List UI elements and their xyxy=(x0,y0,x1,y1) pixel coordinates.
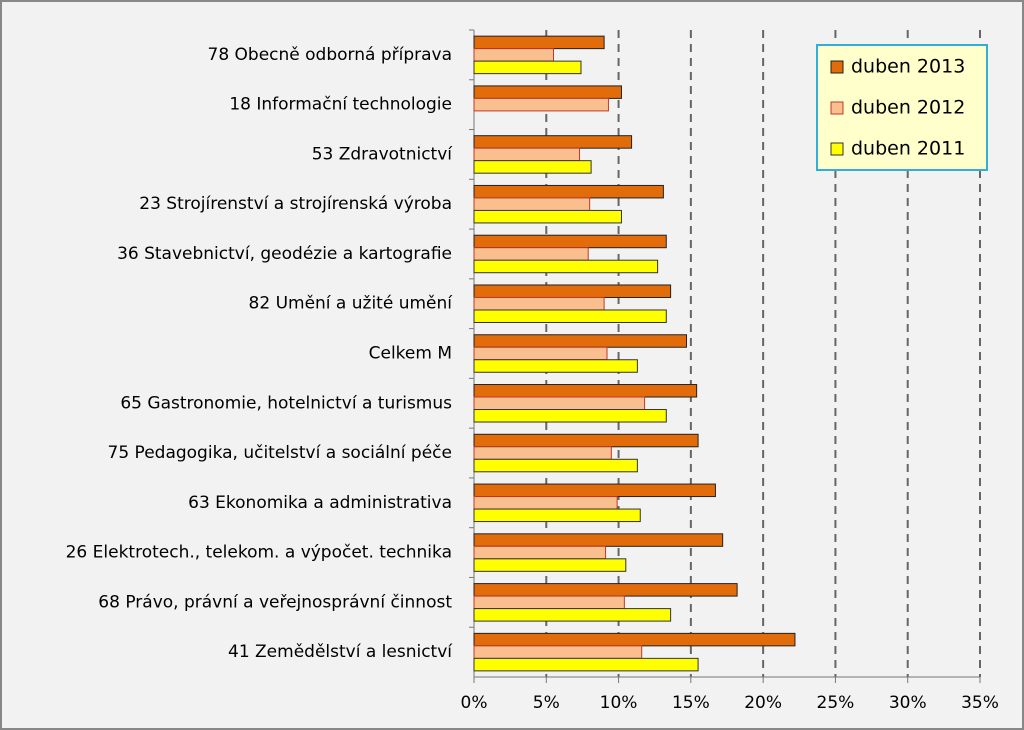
x-tick-label: 35% xyxy=(961,693,999,713)
bar xyxy=(473,359,638,373)
bar xyxy=(473,533,724,547)
bar xyxy=(473,508,641,523)
bar xyxy=(473,545,607,560)
legend-swatch xyxy=(830,101,844,115)
legend-label: duben 2011 xyxy=(851,138,965,160)
bar xyxy=(473,608,672,622)
y-tick-label: 26 Elektrotech., telekom. a výpočet. tec… xyxy=(66,543,452,563)
bar xyxy=(473,595,625,610)
y-tick-label: 65 Gastronomie, hotelnictví a turismus xyxy=(120,393,452,413)
bar xyxy=(473,197,591,211)
bar xyxy=(473,496,618,510)
bar xyxy=(473,234,667,249)
y-tick-label: 63 Ekonomika a administrativa xyxy=(188,493,452,513)
y-tick-label: 41 Zemědělství a lesnictví xyxy=(228,642,453,662)
bar xyxy=(473,558,627,572)
x-tick-label: 10% xyxy=(600,693,638,713)
bar xyxy=(473,346,608,361)
bar xyxy=(473,458,638,473)
bar xyxy=(473,446,612,460)
bar xyxy=(473,48,555,62)
bar xyxy=(473,296,605,311)
y-tick-label: Celkem M xyxy=(369,344,452,364)
bar xyxy=(473,247,589,261)
bar xyxy=(473,160,592,174)
bar xyxy=(473,60,582,75)
bar xyxy=(473,147,581,162)
y-tick-label: 18 Informační technologie xyxy=(229,95,452,115)
bar xyxy=(473,409,667,423)
bar xyxy=(473,209,622,224)
x-tick-label: 0% xyxy=(461,693,488,713)
y-tick-label: 68 Právo, právní a veřejnosprávní činnos… xyxy=(98,592,452,612)
x-tick-label: 15% xyxy=(672,693,710,713)
bar xyxy=(473,97,609,112)
legend-label: duben 2013 xyxy=(851,56,965,78)
bar xyxy=(473,384,698,398)
y-tick-label: 75 Pedagogika, učitelství a sociální péč… xyxy=(108,443,452,463)
bar xyxy=(473,35,605,50)
bar xyxy=(473,396,646,411)
legend-label: duben 2012 xyxy=(851,97,965,119)
bar xyxy=(473,483,716,498)
bar xyxy=(473,433,699,448)
x-tick-label: 20% xyxy=(744,693,782,713)
y-tick-label: 78 Obecně odborná příprava xyxy=(208,45,453,65)
bar xyxy=(473,334,688,348)
legend-box xyxy=(816,44,988,171)
bar xyxy=(473,135,633,149)
legend-swatch xyxy=(830,142,844,156)
bar xyxy=(473,259,659,274)
bar xyxy=(473,85,622,99)
y-tick-label: 82 Umění a užité umění xyxy=(249,294,454,314)
bar xyxy=(473,309,667,323)
y-tick-label: 36 Stavebnictví, geodézie a kartografie xyxy=(117,244,452,264)
y-tick-label: 23 Strojírenství a strojírenská výroba xyxy=(139,194,452,214)
bar xyxy=(473,657,699,672)
bar xyxy=(473,284,672,298)
bar xyxy=(473,184,664,199)
bar xyxy=(473,632,796,647)
legend-swatch xyxy=(830,60,844,74)
bar xyxy=(473,583,738,597)
y-tick-label: 53 Zdravotnictví xyxy=(312,144,454,164)
x-tick-label: 30% xyxy=(889,693,927,713)
x-tick-label: 5% xyxy=(533,693,560,713)
x-tick-label: 25% xyxy=(817,693,855,713)
bar xyxy=(473,645,643,659)
